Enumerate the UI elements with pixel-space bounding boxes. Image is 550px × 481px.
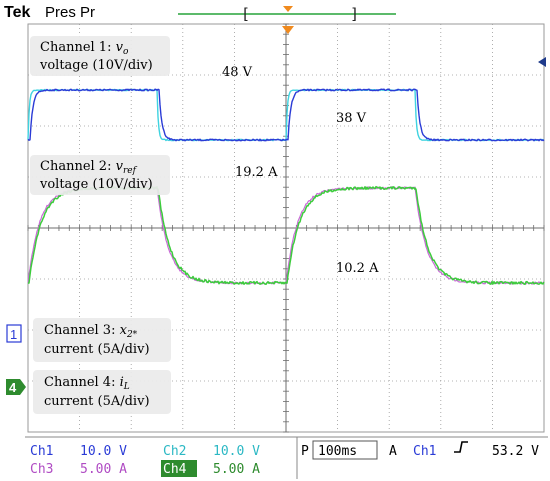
brand-label: Tek <box>4 4 30 21</box>
voltage-low-label: 38 V <box>336 111 367 126</box>
timebase-box[interactable] <box>312 440 378 460</box>
ch4-status-label[interactable]: Ch4 <box>163 462 187 477</box>
current-low-label: 10.2 A <box>336 261 379 276</box>
ch2-annotation-line2: voltage (10V/div) <box>39 177 153 192</box>
ch1-status-label[interactable]: Ch1 <box>30 444 53 459</box>
trigger-position-marker <box>282 26 294 34</box>
voltage-high-label: 48 V <box>222 65 253 80</box>
ch2-status-label[interactable]: Ch2 <box>163 444 186 459</box>
timebase-value: 100ms <box>318 444 357 459</box>
trigger-channel-label[interactable]: Ch1 <box>413 444 436 459</box>
rising-edge-icon <box>454 441 468 453</box>
svg-text:1: 1 <box>10 327 17 342</box>
ch4-ground-marker[interactable]: 4 <box>6 379 26 395</box>
ch4-annotation-line1: Channel 4: iL <box>44 375 130 392</box>
ch4-status-highlight <box>161 460 197 477</box>
ch3-scale-value: 5.00 A <box>80 462 127 477</box>
position-label: P <box>301 444 309 459</box>
ch1-voltage-trace <box>27 88 545 142</box>
trigger-level-marker <box>538 57 546 67</box>
record-bracket-left: [ <box>241 5 250 23</box>
ch2-annotation-box <box>30 155 170 195</box>
ch4-scale-value: 5.00 A <box>213 462 260 477</box>
ch2-scale-value: 10.0 V <box>213 444 260 459</box>
graticule <box>27 23 545 433</box>
ch4-annotation-line2: current (5A/div) <box>44 394 150 409</box>
trigger-position-marker-top <box>283 6 293 12</box>
acquisition-mode-label: Pres Pr <box>45 4 95 21</box>
trigger-mode-label: A <box>389 444 397 459</box>
ch2-annotation-line1: Channel 2: vref <box>40 159 138 176</box>
ch3-annotation-line2: current (5A/div) <box>44 342 150 357</box>
ch4-annotation-box <box>33 370 171 414</box>
current-high-label: 19.2 A <box>235 165 278 180</box>
ch1-annotation-box <box>30 36 170 76</box>
ch1-ground-marker[interactable]: 1 <box>6 324 22 343</box>
ch1-annotation-line1: Channel 1: vo <box>40 40 129 57</box>
ch3-status-label[interactable]: Ch3 <box>30 462 53 477</box>
svg-text:4: 4 <box>9 380 17 395</box>
record-bracket-right: ] <box>350 5 359 23</box>
ch3-annotation-line1: Channel 3: x2* <box>44 323 138 340</box>
trigger-level-value: 53.2 V <box>492 444 539 459</box>
ch1-scale-value: 10.0 V <box>80 444 127 459</box>
ch3-annotation-box <box>33 318 171 362</box>
ch1-annotation-line2: voltage (10V/div) <box>39 58 153 73</box>
